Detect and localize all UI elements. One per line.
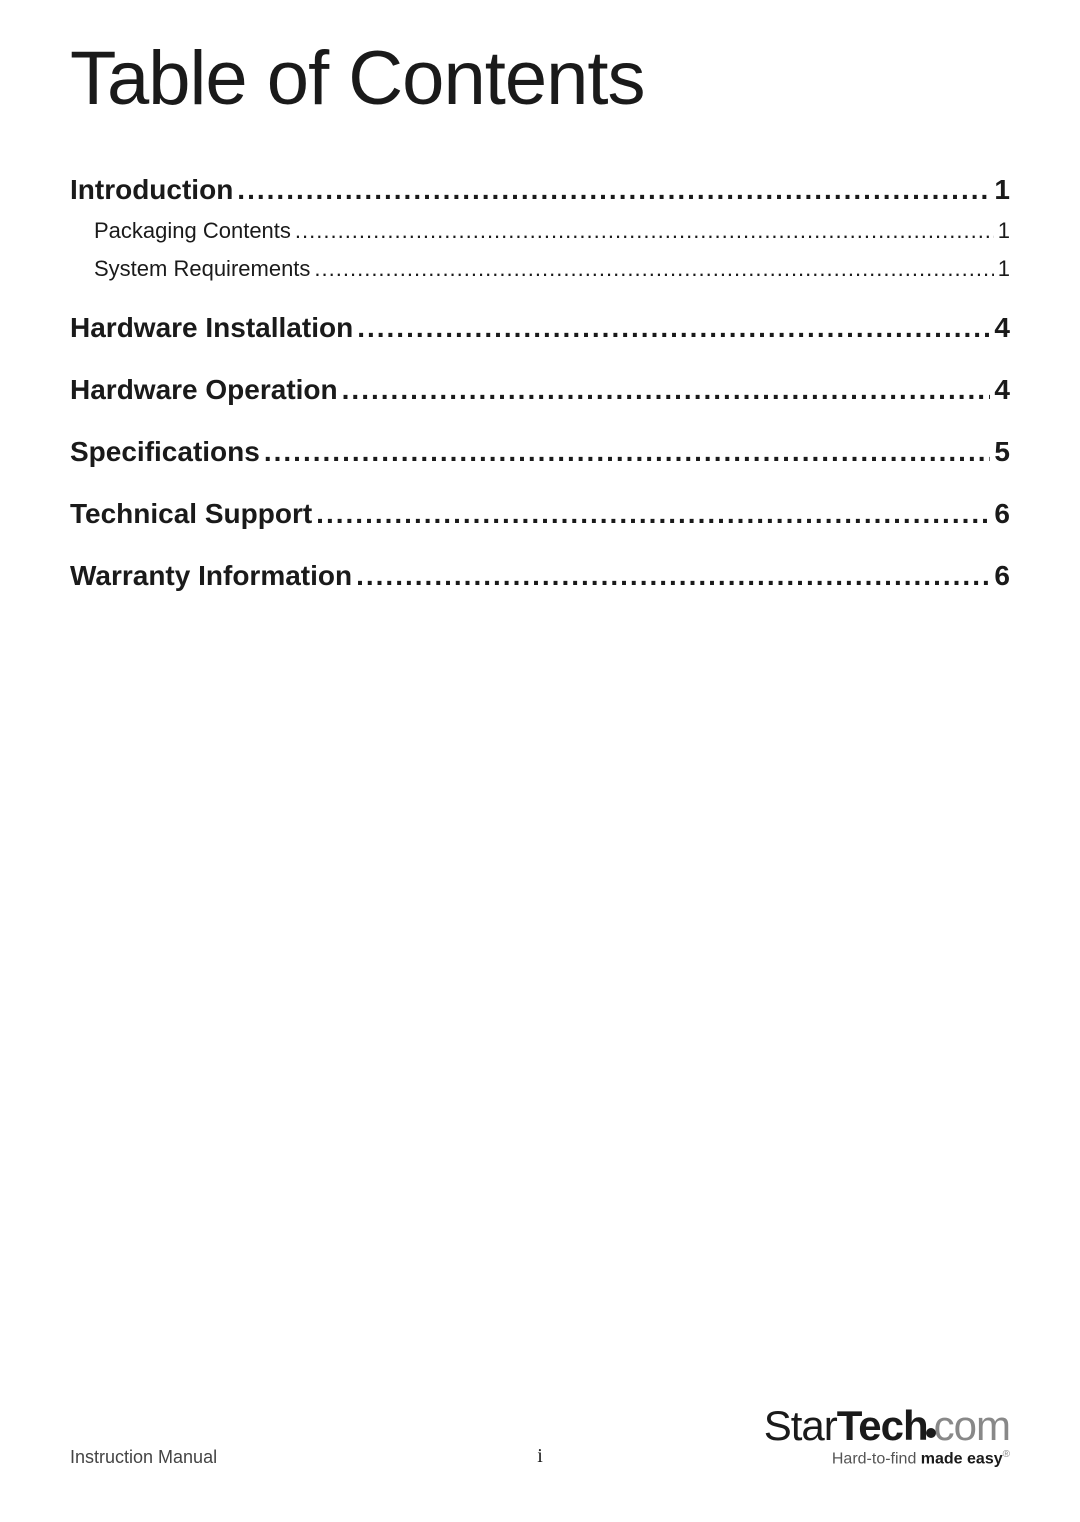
toc-entry-label: System Requirements xyxy=(94,256,310,282)
toc-entry-page: 1 xyxy=(998,218,1010,244)
toc-dot-leader xyxy=(264,436,991,468)
table-of-contents: Introduction1Packaging Contents1System R… xyxy=(70,174,1010,592)
tagline-bold: made easy xyxy=(921,1450,1003,1467)
toc-entry[interactable]: Warranty Information 6 xyxy=(70,560,1010,592)
toc-entry-page: 5 xyxy=(994,436,1010,468)
toc-entry[interactable]: Hardware Operation 4 xyxy=(70,374,1010,406)
toc-entry-label: Introduction xyxy=(70,174,233,206)
toc-dot-leader xyxy=(295,218,994,244)
toc-dot-leader xyxy=(316,498,990,530)
logo-part-star: Star xyxy=(764,1402,837,1449)
toc-dot-leader xyxy=(237,174,990,206)
toc-entry[interactable]: System Requirements 1 xyxy=(70,256,1010,282)
toc-entry-label: Hardware Installation xyxy=(70,312,353,344)
logo-part-tech: Tech xyxy=(837,1402,928,1449)
toc-entry-label: Technical Support xyxy=(70,498,312,530)
logo-dot-icon xyxy=(926,1428,936,1438)
toc-entry-page: 6 xyxy=(994,560,1010,592)
toc-entry-label: Packaging Contents xyxy=(94,218,291,244)
toc-dot-leader xyxy=(342,374,991,406)
toc-entry[interactable]: Hardware Installation 4 xyxy=(70,312,1010,344)
toc-dot-leader xyxy=(357,312,990,344)
toc-entry-label: Specifications xyxy=(70,436,260,468)
page-footer: Instruction Manual i StarTechcom Hard-to… xyxy=(70,1388,1010,1468)
toc-entry-page: 4 xyxy=(994,312,1010,344)
toc-entry[interactable]: Introduction 1 xyxy=(70,174,1010,206)
logo-part-com: com xyxy=(934,1402,1010,1449)
toc-entry-page: 1 xyxy=(998,256,1010,282)
toc-entry[interactable]: Technical Support 6 xyxy=(70,498,1010,530)
toc-dot-leader xyxy=(356,560,990,592)
toc-entry-page: 6 xyxy=(994,498,1010,530)
brand-logo: StarTechcom xyxy=(764,1405,1010,1447)
footer-brand: StarTechcom Hard-to-find made easy® xyxy=(764,1405,1010,1468)
page-title: Table of Contents xyxy=(70,35,1010,122)
toc-entry-page: 4 xyxy=(994,374,1010,406)
page-number: i xyxy=(537,1445,543,1468)
toc-entry[interactable]: Packaging Contents 1 xyxy=(70,218,1010,244)
brand-tagline: Hard-to-find made easy® xyxy=(764,1449,1010,1468)
tagline-prefix: Hard-to-find xyxy=(832,1450,921,1467)
toc-entry-label: Hardware Operation xyxy=(70,374,338,406)
toc-entry[interactable]: Specifications 5 xyxy=(70,436,1010,468)
footer-doc-type: Instruction Manual xyxy=(70,1447,217,1468)
toc-entry-page: 1 xyxy=(994,174,1010,206)
registered-mark-icon: ® xyxy=(1003,1449,1010,1460)
toc-entry-label: Warranty Information xyxy=(70,560,352,592)
toc-dot-leader xyxy=(314,256,993,282)
